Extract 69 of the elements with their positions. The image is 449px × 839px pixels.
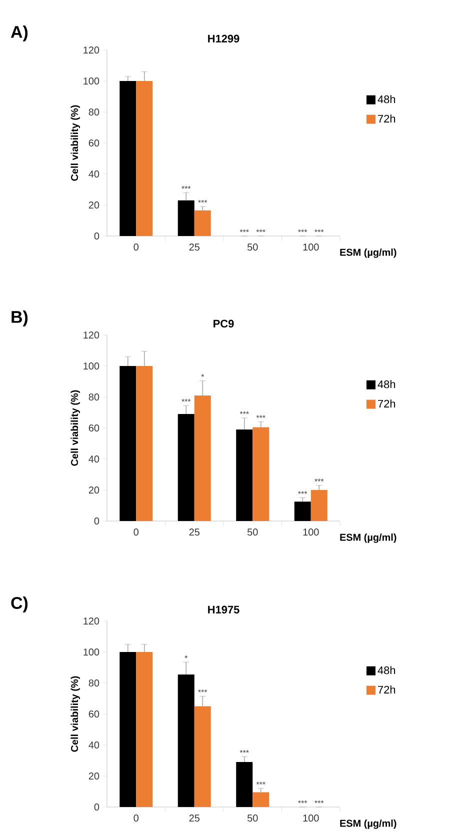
legend-label: 72h (378, 686, 396, 694)
bar (136, 366, 153, 522)
bar (194, 395, 211, 522)
y-tick-label: 100 (84, 77, 100, 85)
bar (194, 210, 211, 236)
legend-label: 72h (378, 400, 396, 408)
y-tick-label: 40 (88, 741, 100, 749)
x-tick-label: 50 (247, 814, 258, 822)
bar (136, 652, 153, 808)
y-tick-label: 0 (94, 232, 100, 240)
bar (178, 200, 194, 236)
x-tick-label: 100 (303, 528, 319, 536)
chart-title: H1299 (208, 34, 240, 43)
x-tick-label: 50 (247, 244, 258, 251)
y-tick-label: 20 (88, 772, 100, 780)
y-tick-label: 80 (88, 108, 100, 116)
text: A) (10, 26, 28, 42)
y-tick-label: 0 (94, 803, 100, 811)
legend-label: 48h (378, 666, 396, 674)
text: C) (11, 596, 28, 612)
bar (178, 414, 194, 522)
bar (194, 706, 211, 808)
y-tick-label: 100 (84, 648, 100, 656)
bar (294, 502, 311, 522)
bar (252, 792, 270, 808)
text: B) (12, 310, 28, 326)
y-tick-label: 100 (84, 362, 100, 370)
x-tick-label: 0 (134, 244, 139, 251)
bar (310, 490, 328, 522)
y-tick-label: 120 (84, 617, 100, 625)
y-tick-label: 120 (84, 331, 100, 339)
y-axis-title: Cell viability (%) (70, 676, 80, 752)
x-tick-label: 25 (189, 244, 200, 251)
y-tick-label: 60 (88, 139, 100, 147)
legend-label: 72h (378, 114, 396, 122)
y-tick-label: 80 (88, 393, 100, 401)
chart-title: H1975 (208, 606, 240, 614)
x-tick-label: 25 (189, 528, 200, 536)
x-tick-label: 50 (247, 528, 258, 536)
y-tick-label: 40 (88, 455, 100, 463)
y-tick-label: 60 (88, 424, 100, 432)
bar (120, 81, 136, 236)
bar (236, 430, 253, 522)
y-tick-label: 20 (88, 201, 100, 209)
y-axis-title: Cell viability (%) (70, 105, 80, 181)
x-axis-title: ESM (µg/ml) (340, 820, 396, 829)
x-tick-label: 0 (134, 528, 139, 536)
x-tick-label: 0 (134, 814, 139, 822)
chart-title: PC9 (214, 320, 234, 328)
bar (120, 366, 136, 522)
bar (252, 427, 270, 522)
y-tick-label: 120 (84, 46, 100, 54)
legend-label: 48h (378, 380, 396, 388)
bar (236, 762, 253, 808)
x-axis-title: ESM (µg/ml) (340, 248, 396, 258)
legend-label: 48h (378, 95, 396, 104)
x-tick-label: 100 (303, 244, 319, 251)
bar (136, 81, 153, 236)
y-tick-label: 80 (88, 679, 100, 687)
y-tick-label: 20 (88, 486, 100, 494)
x-tick-label: 100 (303, 814, 319, 822)
y-tick-label: 0 (94, 517, 100, 525)
y-tick-label: 40 (88, 170, 100, 178)
y-tick-label: 60 (88, 710, 100, 718)
bar (178, 674, 194, 808)
x-axis-title: ESM (µg/ml) (340, 534, 396, 543)
x-tick-label: 25 (189, 814, 200, 822)
y-axis-title: Cell viability (%) (70, 390, 80, 466)
bar (120, 652, 136, 808)
